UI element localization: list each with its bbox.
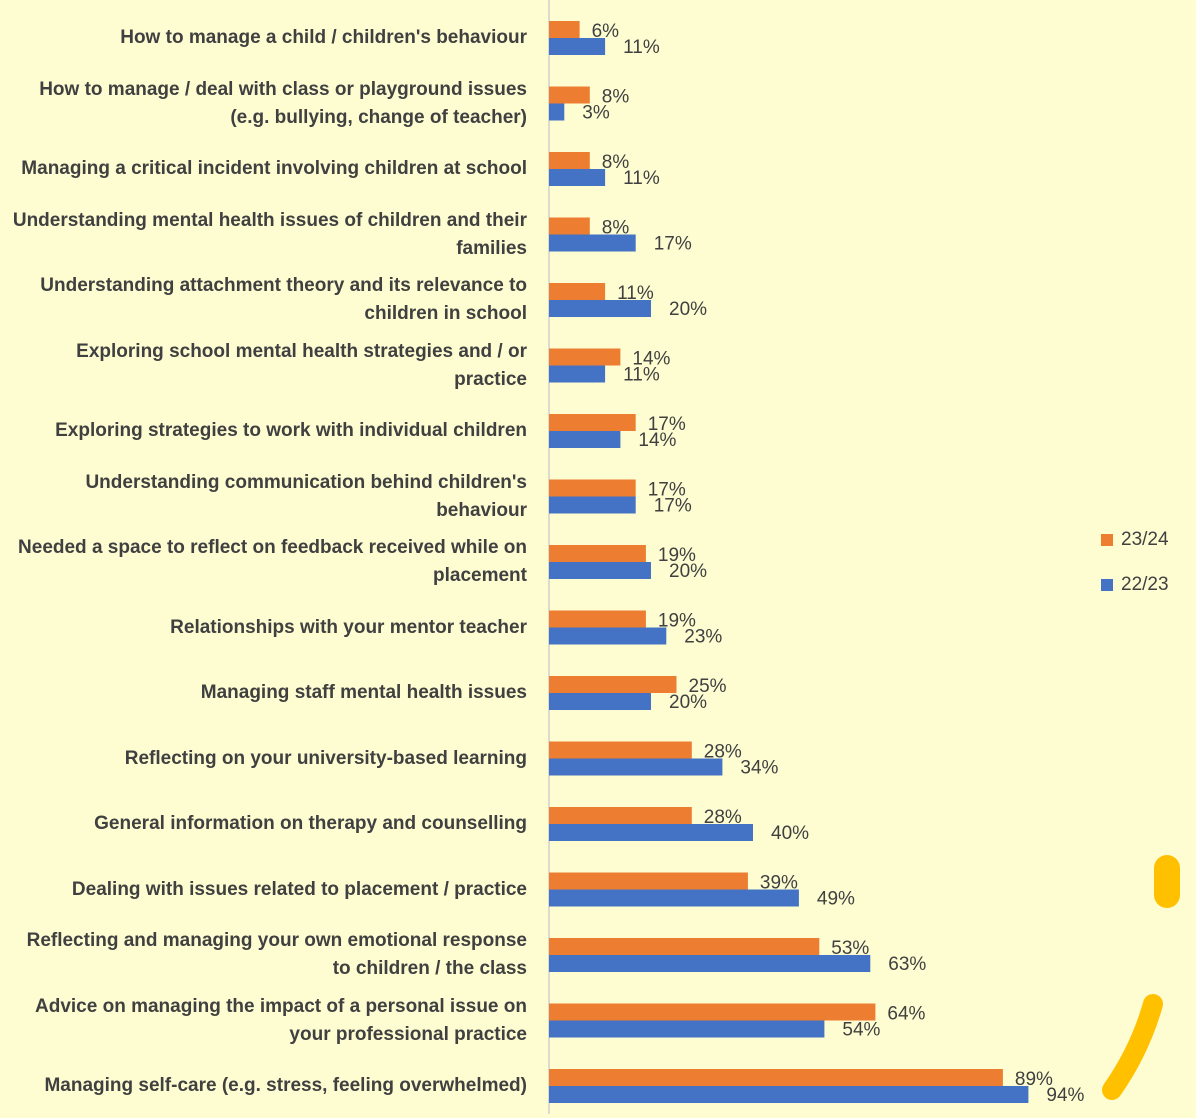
bar [549,890,799,907]
category-label: Understanding attachment theory and its … [8,268,527,332]
bar [549,218,590,235]
bar [549,807,692,824]
page: 6%11%8%3%8%11%8%17%11%20%14%11%17%14%17%… [0,0,1196,1114]
bar [549,1021,824,1038]
bar [549,87,590,104]
bar [549,611,646,628]
value-label: 20% [669,299,707,320]
category-label: Exploring school mental health strategie… [8,334,527,398]
bar [549,21,580,38]
bar [549,349,620,366]
category-label: How to manage a child / children's behav… [8,6,527,70]
bar [549,152,590,169]
bar [549,1004,875,1021]
bar [549,300,651,317]
bar [549,480,636,497]
category-label: Advice on managing the impact of a perso… [8,989,527,1053]
value-label: 11% [623,168,660,189]
bar [549,366,605,383]
bar [549,497,636,514]
bar [549,283,605,300]
value-label: 63% [888,954,926,975]
legend-swatch [1101,534,1113,546]
category-label: Understanding communication behind child… [8,465,527,529]
value-label: 23% [684,627,722,648]
category-label: Managing a critical incident involving c… [8,137,527,201]
bar [549,693,651,710]
bar [549,676,677,693]
category-label: Understanding mental health issues of ch… [8,203,527,267]
bar [549,824,753,841]
category-label: Managing staff mental health issues [8,661,527,725]
bar [549,414,636,431]
value-label: 94% [1046,1085,1084,1106]
value-label: 11% [623,37,660,58]
bar [549,38,605,55]
value-label: 49% [817,889,855,910]
bar [549,955,870,972]
value-label: 11% [623,365,660,386]
value-label: 20% [669,561,707,582]
bar [549,628,666,645]
category-label: Reflecting and managing your own emotion… [8,923,527,987]
value-label: 40% [771,823,809,844]
value-label: 64% [887,1004,925,1025]
bar [549,759,722,776]
category-label: Needed a space to reflect on feedback re… [8,530,527,594]
bar [549,742,692,759]
bar [549,938,819,955]
value-label: 54% [842,1020,880,1041]
category-label: Relationships with your mentor teacher [8,596,527,660]
category-label: Reflecting on your university-based lear… [8,727,527,791]
bar [549,562,651,579]
category-label: Exploring strategies to work with indivi… [8,399,527,463]
value-label: 14% [638,430,676,451]
category-label: Managing self-care (e.g. stress, feeling… [8,1054,527,1118]
value-label: 17% [654,234,692,255]
bar [549,1069,1003,1086]
legend-label: 23/24 [1121,529,1169,550]
value-label: 20% [669,692,707,713]
decoration [1112,1004,1153,1090]
bar [549,873,748,890]
bar [549,545,646,562]
value-label: 17% [654,496,692,517]
bar [549,1086,1028,1103]
value-label: 3% [582,103,610,124]
bar [549,235,636,252]
legend-label: 22/23 [1121,574,1169,595]
category-label: General information on therapy and couns… [8,792,527,856]
category-label: How to manage / deal with class or playg… [8,72,527,136]
category-label: Dealing with issues related to placement… [8,858,527,922]
value-label: 34% [740,758,778,779]
bar [549,169,605,186]
bar [549,104,564,121]
legend-swatch [1101,579,1113,591]
bar [549,431,620,448]
